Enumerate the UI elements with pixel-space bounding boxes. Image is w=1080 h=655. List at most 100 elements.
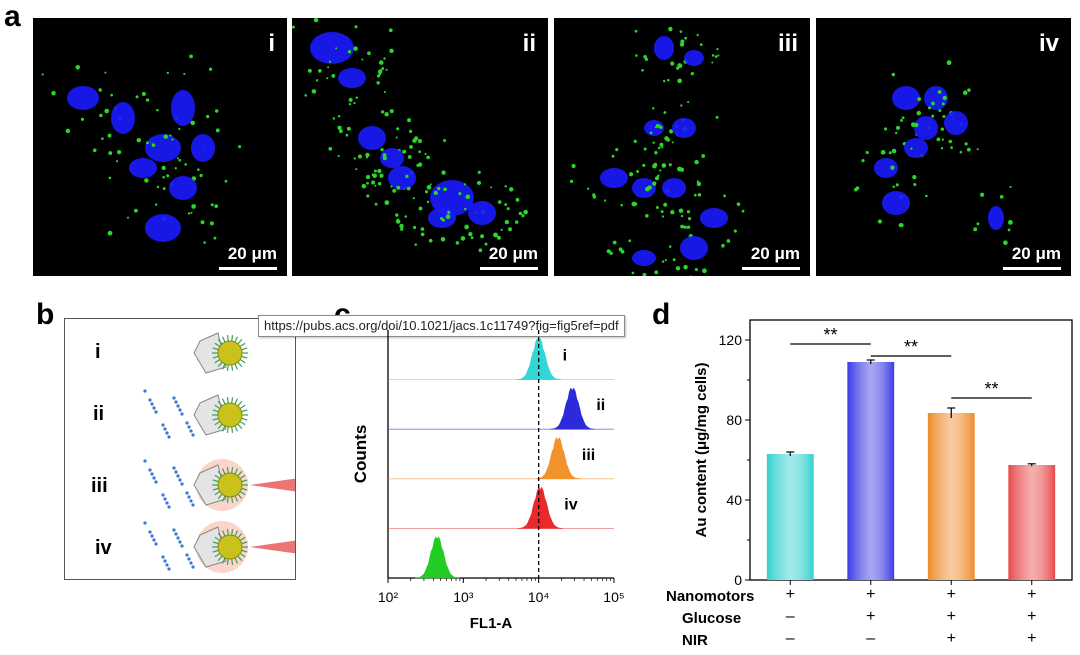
- fluorescent-dot: [133, 208, 138, 213]
- condition-mark: +: [785, 586, 795, 603]
- fluorescent-dot: [928, 106, 932, 110]
- fluorescent-dot: [635, 54, 638, 57]
- fluorescent-dot: [358, 154, 362, 159]
- surface-ligand: [231, 558, 234, 565]
- fluorescent-dot: [395, 136, 398, 139]
- fluorescent-dot: [661, 163, 667, 168]
- fluorescent-dot: [521, 214, 525, 218]
- fluorescent-dot: [405, 174, 409, 179]
- surface-ligand: [214, 490, 221, 496]
- surface-ligand: [241, 355, 248, 359]
- surface-ligand: [239, 474, 246, 480]
- fluorescent-dot: [663, 111, 667, 114]
- glucose-dot: [154, 542, 158, 546]
- fluorescent-dot: [661, 260, 665, 263]
- mesoporous-shell: [193, 332, 227, 374]
- surface-ligand: [231, 496, 234, 503]
- glucose-dot: [152, 406, 156, 410]
- fluorescent-dot: [426, 155, 430, 160]
- significance-label: **: [904, 337, 918, 357]
- fluorescent-dot: [104, 108, 109, 114]
- fluorescent-dot: [361, 183, 367, 189]
- fluorescent-dot: [1008, 219, 1013, 225]
- cell-nucleus: [338, 68, 366, 88]
- y-tick-label: 40: [726, 492, 742, 508]
- glucose-dot: [172, 396, 176, 400]
- fluorescent-dot: [389, 109, 394, 114]
- micrograph-label: ii: [522, 30, 536, 57]
- fluorescent-dot: [592, 193, 596, 197]
- fluorescent-dot: [611, 154, 615, 158]
- fluorescent-dot: [108, 151, 113, 156]
- fluorescent-dot: [209, 221, 214, 226]
- fluorescent-dot: [931, 114, 935, 118]
- micrograph-label: i: [268, 30, 275, 57]
- fluorescent-dot: [146, 141, 149, 145]
- surface-ligand: [234, 425, 239, 432]
- cell-nucleus: [171, 90, 195, 126]
- fluorescent-dot: [683, 264, 688, 270]
- fluorescent-dot: [493, 232, 498, 238]
- fluorescent-dot: [916, 110, 922, 116]
- surface-ligand: [217, 471, 223, 477]
- peak-label: ii: [596, 397, 605, 414]
- fluorescent-dot: [447, 210, 451, 214]
- cell-nucleus: [468, 201, 496, 225]
- surface-ligand: [212, 549, 219, 553]
- fluorescent-dot: [465, 194, 471, 200]
- fluorescent-dot: [679, 42, 685, 47]
- fluorescent-dot: [652, 163, 657, 169]
- fluorescent-dot: [701, 154, 706, 158]
- fluorescent-dot: [190, 120, 196, 126]
- fluorescent-dot: [518, 211, 523, 216]
- fluorescent-dot: [417, 162, 423, 167]
- fluorescent-dot: [437, 186, 441, 191]
- fluorescent-dot: [853, 187, 858, 192]
- fluorescent-dot: [388, 28, 393, 33]
- fluorescent-dot: [426, 185, 432, 190]
- fluorescent-dot: [463, 183, 466, 186]
- histogram-peak-control: [414, 536, 460, 579]
- fluorescent-dot: [332, 117, 336, 120]
- fluorescent-dot: [667, 78, 670, 82]
- fluorescent-dot: [669, 129, 674, 134]
- fluorescent-dot: [399, 223, 404, 229]
- condition-mark: +: [1027, 608, 1037, 625]
- fluorescent-dot: [365, 152, 370, 158]
- glucose-dot: [176, 474, 180, 478]
- fluorescent-dot: [663, 202, 668, 207]
- surface-ligand: [221, 468, 226, 475]
- surface-ligand: [217, 361, 223, 367]
- glucose-dot: [191, 565, 195, 569]
- fluorescent-dot: [937, 90, 942, 94]
- glucose-dot: [178, 478, 182, 482]
- fluorescent-dot: [586, 187, 590, 190]
- fluorescent-dot: [668, 245, 672, 248]
- micrograph-cells-iii: [569, 26, 745, 276]
- surface-ligand: [212, 487, 219, 491]
- gold-core: [217, 472, 243, 498]
- fluorescent-dot: [107, 133, 112, 138]
- bar-shine: [766, 454, 814, 580]
- glucose-dot: [161, 555, 165, 559]
- fluorescent-dot: [890, 165, 895, 170]
- fluorescent-dot: [156, 185, 160, 189]
- fluorescent-dot: [418, 150, 422, 154]
- fluorescent-dot: [913, 182, 917, 187]
- surface-ligand: [237, 555, 243, 561]
- fluorescent-dot: [335, 47, 338, 50]
- fluorescent-dot: [337, 154, 340, 158]
- surface-ligand: [217, 533, 223, 539]
- fluorescent-dot: [506, 207, 510, 211]
- fluorescent-dot: [372, 173, 377, 179]
- fluorescent-dot: [684, 36, 688, 40]
- fluorescent-dot: [726, 239, 731, 243]
- surface-ligand: [234, 398, 239, 405]
- cell-nucleus: [988, 206, 1004, 230]
- y-axis-label: Counts: [351, 425, 370, 484]
- fluorescent-dot: [208, 67, 213, 71]
- surface-ligand: [241, 487, 248, 491]
- surface-ligand: [231, 467, 234, 474]
- peak-label: i: [563, 348, 567, 365]
- surface-ligand: [226, 558, 229, 565]
